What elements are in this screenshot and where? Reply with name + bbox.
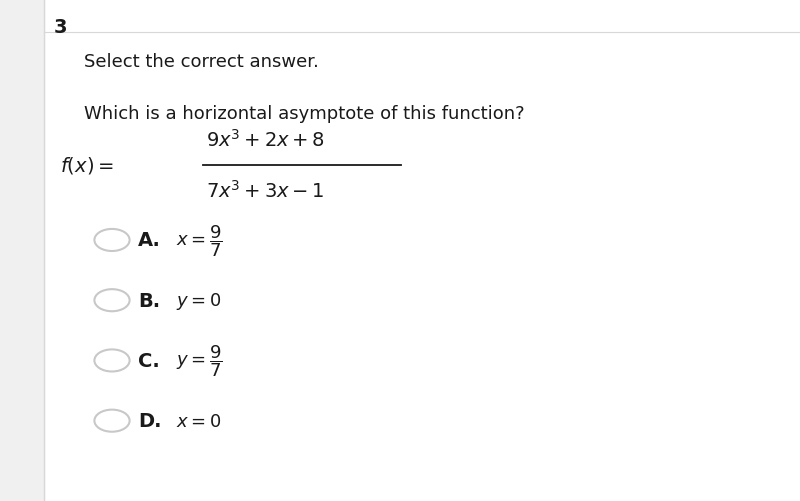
Text: Which is a horizontal asymptote of this function?: Which is a horizontal asymptote of this … [84, 105, 525, 123]
Text: Select the correct answer.: Select the correct answer. [84, 53, 319, 71]
Text: $9x^3 + 2x + 8$: $9x^3 + 2x + 8$ [206, 129, 325, 151]
Text: D.: D. [138, 411, 162, 430]
Text: C.: C. [138, 351, 160, 370]
Text: $y = 0$: $y = 0$ [176, 290, 222, 311]
Text: B.: B. [138, 291, 161, 310]
Text: $7x^3 + 3x - 1$: $7x^3 + 3x - 1$ [206, 180, 324, 202]
Text: $x = 0$: $x = 0$ [176, 412, 222, 430]
Text: 3: 3 [54, 18, 67, 37]
Text: $f(x) =$: $f(x) =$ [60, 155, 114, 176]
Text: $y = \dfrac{9}{7}$: $y = \dfrac{9}{7}$ [176, 343, 222, 379]
Text: $x = \dfrac{9}{7}$: $x = \dfrac{9}{7}$ [176, 222, 222, 259]
Text: A.: A. [138, 231, 162, 250]
